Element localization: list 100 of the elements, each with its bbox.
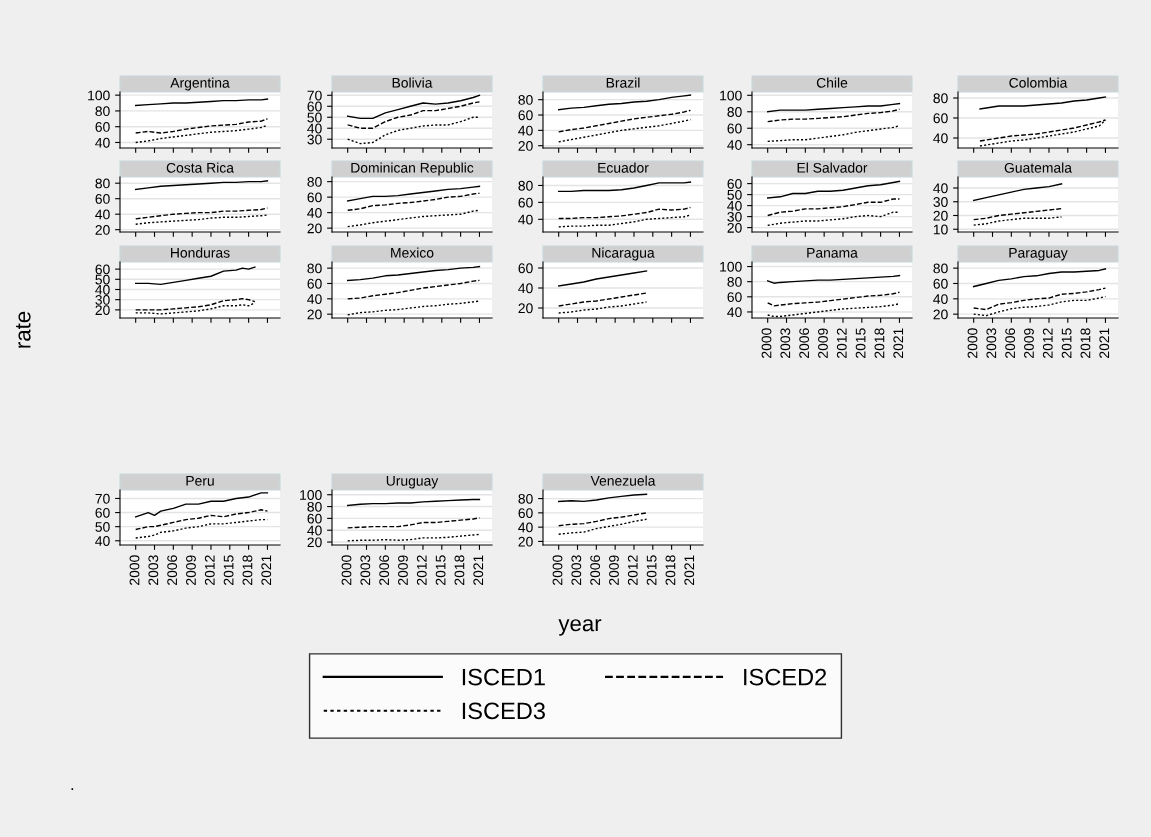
y-tick-label: 60 [95, 122, 110, 132]
y-tick-label: 50 [727, 189, 742, 200]
y-tick-label: 20 [95, 225, 110, 235]
text: ISCED1 [462, 668, 545, 686]
x-tick-label: 2015 [646, 555, 657, 585]
y-tick-label: 30 [727, 211, 742, 222]
y-tick-label: 60 [727, 292, 742, 302]
chart-title: Panama [807, 248, 858, 258]
y-tick-label: 40 [95, 536, 110, 546]
y-tick-label: 60 [933, 113, 948, 124]
x-tick-label: 2012 [204, 555, 215, 585]
x-tick-label: 2018 [874, 328, 885, 358]
y-tick-label: 80 [307, 263, 322, 274]
x-tick-label: 2018 [242, 555, 253, 585]
x-tick-label: 2003 [571, 555, 582, 585]
y-tick-label: 40 [727, 140, 742, 150]
x-tick-label: 2018 [454, 555, 465, 585]
chart-title: Colombia [1009, 77, 1068, 88]
chart-title: Honduras [171, 247, 230, 258]
y-tick-label: 80 [933, 93, 948, 104]
x-tick-label: 2009 [186, 555, 196, 585]
y-tick-label: 80 [95, 178, 110, 189]
y-tick-label: 40 [933, 183, 948, 194]
x-tick-label: 2006 [1005, 328, 1016, 358]
chart-title: Bolivia [392, 77, 433, 88]
chart-title: Guatemala [1004, 162, 1072, 173]
y-tick-label: 80 [95, 106, 110, 117]
x-tick-label: 2006 [167, 555, 178, 585]
y-tick-label: 100 [88, 90, 110, 101]
x-tick-label: 2021 [473, 555, 484, 585]
y-tick-label: 100 [300, 490, 322, 500]
chart-title: Peru [186, 476, 214, 486]
x-tick-label: 2009 [398, 555, 408, 585]
x-tick-label: 2006 [590, 555, 601, 585]
y-tick-label: 40 [933, 133, 948, 144]
y-tick-label: 60 [518, 263, 533, 274]
y-tick-label: 40 [307, 207, 322, 218]
x-tick-label: 2009 [1024, 328, 1034, 358]
y-tick-label: 20 [518, 303, 533, 314]
y-tick-label: 40 [307, 525, 322, 536]
x-tick-label: 2006 [379, 555, 390, 585]
y-tick-label: 20 [307, 309, 322, 320]
y-tick-label: 80 [307, 501, 322, 512]
y-tick-label: 80 [518, 180, 533, 191]
x-tick-label: 2015 [223, 555, 234, 585]
x-tick-label: 2003 [360, 555, 371, 585]
y-tick-label: 80 [933, 263, 948, 274]
y-tick-label: 100 [720, 261, 742, 272]
x-tick-label: 2000 [761, 328, 772, 358]
x-tick-label: 2018 [665, 555, 676, 585]
y-tick-label: 20 [307, 223, 322, 234]
chart-title: Uruguay [386, 476, 439, 489]
chart-title: Ecuador [598, 162, 649, 173]
text: ISCED2 [744, 668, 827, 686]
y-tick-label: 60 [518, 110, 533, 121]
x-tick-label: 2012 [416, 555, 427, 585]
chart-title: Venezuela [590, 475, 656, 486]
y-tick-label: 40 [518, 522, 533, 533]
x-tick-label: 2015 [435, 555, 446, 585]
y-tick-label: 100 [720, 90, 742, 101]
chart-title: Costa Rica [166, 162, 234, 173]
x-tick-label: 2003 [780, 328, 791, 358]
x-tick-label: 2000 [967, 328, 978, 358]
x-tick-label: 2021 [1099, 328, 1110, 358]
y-tick-label: 60 [95, 264, 110, 275]
y-tick-label: 40 [307, 294, 322, 304]
chart-title: Nicaragua [592, 247, 655, 261]
y-tick-label: 40 [933, 294, 948, 304]
x-tick-label: 2000 [552, 555, 563, 585]
y-tick-label: 40 [518, 283, 533, 294]
y-tick-label: 60 [727, 178, 742, 189]
y-tick-label: 60 [727, 123, 742, 134]
x-tick-label: 2009 [609, 555, 619, 585]
y-tick-label: 30 [95, 295, 110, 305]
y-tick-label: 40 [727, 307, 742, 318]
x-tick-label: 2006 [799, 328, 810, 358]
y-tick-label: 10 [933, 224, 948, 235]
y-tick-label: 70 [307, 90, 322, 101]
y-tick-label: 20 [307, 537, 322, 548]
y-tick-label: 80 [307, 176, 322, 187]
chart-title: Dominican Republic [351, 162, 474, 176]
y-tick-label: 80 [727, 107, 742, 117]
y-tick-label: 40 [95, 137, 110, 148]
y-tick-label: 80 [518, 95, 533, 105]
x-tick-label: 2000 [341, 555, 352, 585]
x-tick-label: 2012 [627, 555, 638, 585]
y-tick-label: 50 [307, 112, 322, 123]
x-tick-label: 2003 [148, 555, 159, 585]
x-tick-label: 2000 [129, 555, 140, 585]
x-tick-label: 2012 [836, 328, 847, 358]
y-tick-label: 20 [518, 536, 533, 547]
x-tick-label: 2009 [818, 328, 828, 358]
y-tick-label: 60 [307, 101, 322, 112]
x-tick-label: 2018 [1080, 328, 1091, 358]
y-tick-label: 60 [95, 194, 110, 204]
text: ISCED3 [462, 702, 545, 720]
y-axis-title: rate [16, 311, 31, 348]
x-tick-label: 2021 [893, 328, 904, 358]
x-tick-label: 2003 [986, 328, 997, 358]
x-tick-label: 2021 [684, 555, 695, 585]
